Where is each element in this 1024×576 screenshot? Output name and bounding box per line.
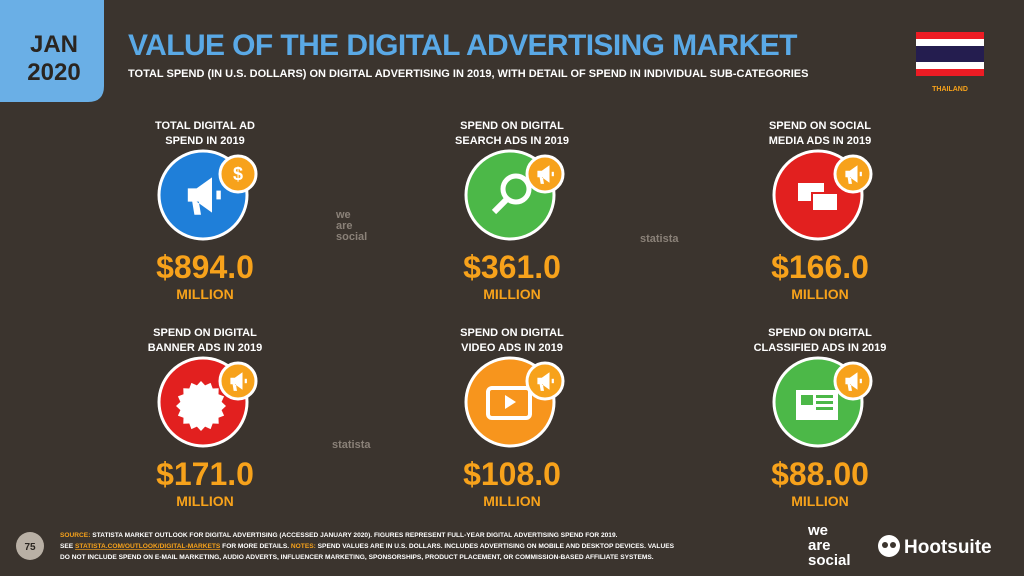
flag: [916, 32, 984, 76]
icon: [486, 386, 532, 420]
icon: [491, 173, 532, 215]
watermark-agency: social: [336, 231, 367, 243]
notes-text: SPEND VALUES ARE IN U.S. DOLLARS. INCLUD…: [316, 543, 675, 550]
card: SPEND ON DIGITAL CLASSIFIED ADS IN 2019 $8…: [754, 327, 887, 509]
icon-shape: [500, 173, 532, 205]
megaphone-icon: [187, 177, 212, 215]
agency-logo-text: are: [808, 537, 831, 554]
page-badge: [16, 532, 44, 560]
watermark-source: statista: [640, 233, 679, 245]
icon-shape: [816, 401, 833, 404]
watermark-source: statista: [332, 439, 371, 451]
badge-symbol: $: [233, 164, 243, 184]
card-label: SPEND ON DIGITAL: [460, 327, 564, 339]
card-unit: MILLION: [483, 286, 541, 302]
date-year: 2020: [27, 59, 80, 86]
card-label: BANNER ADS IN 2019: [148, 342, 263, 354]
megaphone-icon: [845, 165, 858, 184]
card-unit: MILLION: [176, 493, 234, 509]
card: SPEND ON DIGITAL BANNER ADS IN 2019 $171.0…: [148, 327, 263, 509]
megaphone-icon: [845, 372, 858, 391]
card-label: SPEND ON DIGITAL: [768, 327, 872, 339]
icon-shape: [491, 196, 510, 215]
source-link[interactable]: STATISTA.COM/OUTLOOK/DIGITAL-MARKETS: [75, 543, 221, 550]
page-number: 75: [24, 542, 36, 553]
source-label: SOURCE:: [60, 532, 90, 539]
icon-shape: [801, 395, 813, 405]
card-value: $171.0: [156, 456, 254, 492]
icon-shape: [816, 407, 833, 410]
card-label: SPEND IN 2019: [165, 135, 244, 147]
megaphone-icon: [537, 165, 550, 184]
source-text: STATISTA MARKET OUTLOOK FOR DIGITAL ADVE…: [90, 532, 617, 539]
card-unit: MILLION: [176, 286, 234, 302]
card-value: $166.0: [771, 249, 869, 285]
megaphone-icon: [859, 171, 862, 177]
watermark: we are social statista statista: [332, 209, 679, 451]
icon-shape: [176, 381, 226, 431]
see: SEE: [60, 543, 75, 550]
icon: [176, 381, 226, 431]
card-label: SPEND ON DIGITAL: [153, 327, 257, 339]
icon-shape: [505, 395, 516, 409]
notes-label: NOTES:: [291, 543, 316, 550]
details: FOR MORE DETAILS.: [220, 543, 291, 550]
footer-line: SOURCE: STATISTA MARKET OUTLOOK FOR DIGI…: [60, 532, 618, 539]
card: SPEND ON DIGITAL VIDEO ADS IN 2019 $108.0M…: [460, 327, 565, 509]
card-unit: MILLION: [791, 286, 849, 302]
card-unit: MILLION: [483, 493, 541, 509]
card-label: SEARCH ADS IN 2019: [455, 135, 569, 147]
agency-logo-text: we: [807, 522, 828, 539]
card-value: $88.00: [771, 456, 869, 492]
card-label: MEDIA ADS IN 2019: [769, 135, 872, 147]
agency-logo-text: social: [808, 552, 851, 569]
megaphone-icon: [551, 171, 554, 177]
watermark-agency: are: [336, 220, 353, 232]
megaphone-icon: [216, 190, 221, 200]
subtitle: TOTAL SPEND (IN U.S. DOLLARS) ON DIGITAL…: [128, 68, 808, 80]
date-badge: [0, 0, 104, 102]
brand-logo: [878, 535, 900, 557]
megaphone-icon: [859, 378, 862, 384]
icon: [187, 177, 221, 215]
icon-shape: [816, 395, 833, 398]
title: VALUE OF THE DIGITAL ADVERTISING MARKET: [128, 29, 797, 62]
card-label: VIDEO ADS IN 2019: [461, 342, 563, 354]
card-label: TOTAL DIGITAL AD: [155, 120, 255, 132]
card: SPEND ON DIGITAL SEARCH ADS IN 2019 $361.0…: [455, 120, 569, 302]
brand-name: Hootsuite: [904, 537, 992, 558]
card-value: $894.0: [156, 249, 254, 285]
megaphone-icon: [551, 378, 554, 384]
watermark-agency: we: [335, 209, 351, 221]
card-label: SPEND ON DIGITAL: [460, 120, 564, 132]
card: TOTAL DIGITAL AD SPEND IN 2019 $ $894.0MILL…: [155, 120, 258, 302]
icon: [796, 390, 838, 420]
icon-shape: [811, 192, 839, 212]
icon: [798, 183, 839, 212]
footer-line: DO NOT INCLUDE SPEND ON E-MAIL MARKETING…: [60, 554, 654, 561]
card: SPEND ON SOCIAL MEDIA ADS IN 2019 $166.0MI…: [769, 120, 873, 302]
megaphone-icon: [537, 372, 550, 391]
card-value: $108.0: [463, 456, 561, 492]
badge: [218, 154, 258, 194]
date-month: JAN: [30, 31, 78, 58]
card-value: $361.0: [463, 249, 561, 285]
megaphone-icon: [230, 372, 243, 391]
card-label: CLASSIFIED ADS IN 2019: [754, 342, 887, 354]
card-label: SPEND ON SOCIAL: [769, 120, 871, 132]
megaphone-icon: [244, 378, 247, 384]
country: THAILAND: [932, 86, 968, 93]
agency-logo: we are social: [807, 522, 851, 569]
icon-shape: [486, 386, 532, 420]
card-unit: MILLION: [791, 493, 849, 509]
footer-line: SEE STATISTA.COM/OUTLOOK/DIGITAL-MARKETS…: [60, 543, 675, 550]
